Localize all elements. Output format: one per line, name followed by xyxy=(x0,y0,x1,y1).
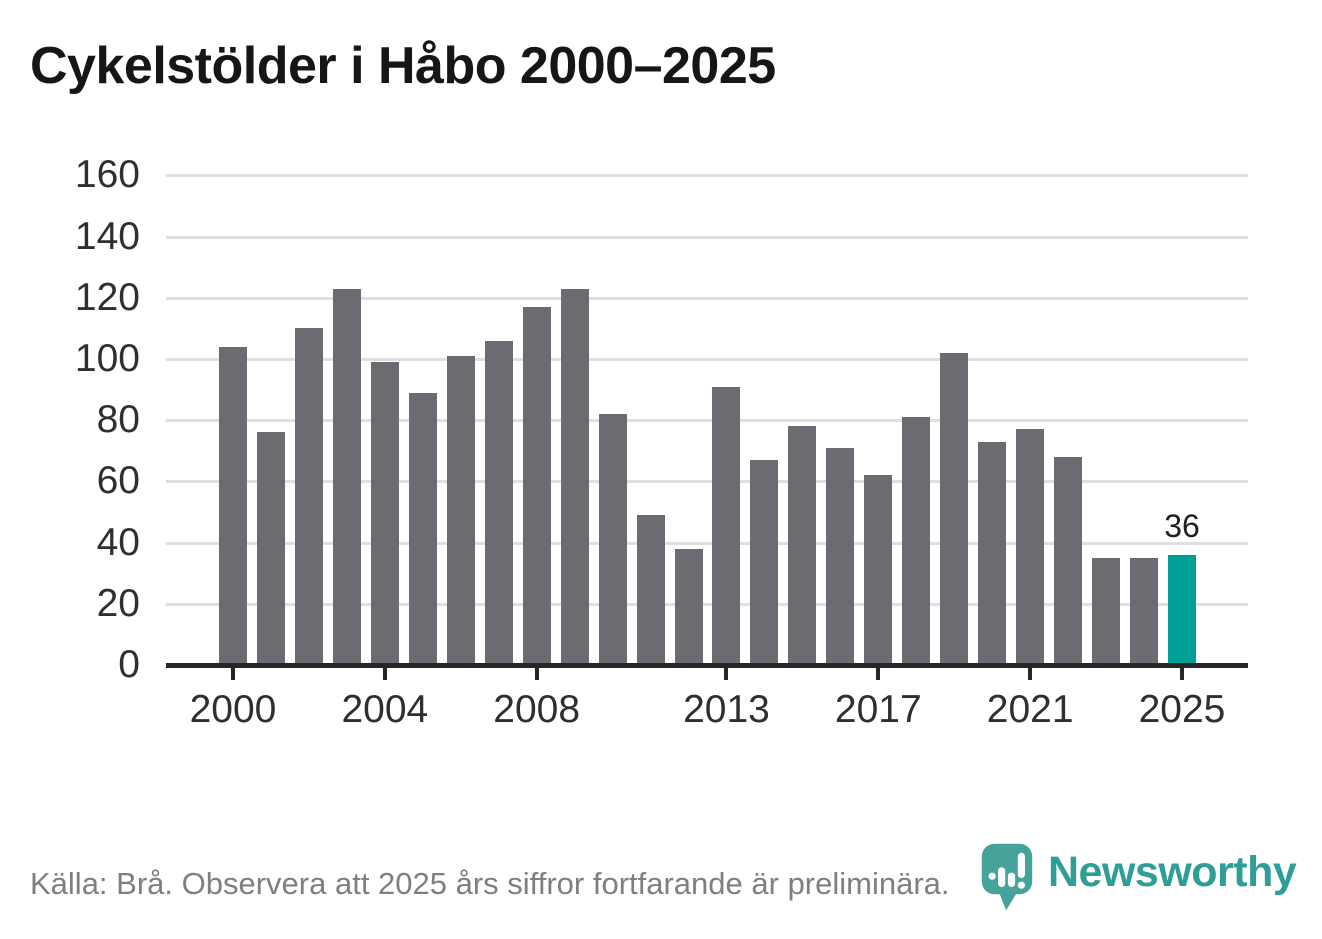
bar-2014 xyxy=(750,459,779,665)
bar-2025 xyxy=(1168,554,1196,665)
x-axis-tick-label: 2013 xyxy=(683,688,770,731)
bar-2015 xyxy=(788,426,817,665)
x-axis-tick-label: 2021 xyxy=(986,688,1074,731)
x-tick-mark-2008 xyxy=(534,668,539,680)
bar-2024 xyxy=(1130,557,1159,665)
x-tick-mark-2025 xyxy=(1180,668,1184,680)
bar-2006 xyxy=(446,355,475,665)
x-tick-mark-2017 xyxy=(876,668,881,680)
bar-2003 xyxy=(332,288,361,665)
bar-2008 xyxy=(522,306,551,665)
source-note: Källa: Brå. Observera att 2025 års siffr… xyxy=(30,866,950,901)
bar-2021 xyxy=(1016,429,1045,665)
x-axis-tick-label: 2017 xyxy=(834,688,922,731)
y-axis-tick-label: 0 xyxy=(118,643,140,686)
bar-2010 xyxy=(598,414,627,665)
y-axis-tick-label: 100 xyxy=(74,337,140,380)
newsworthy-pin-barchart-icon xyxy=(981,843,1033,911)
gridline-160 xyxy=(166,174,1248,178)
y-axis-tick-label: 60 xyxy=(96,459,140,503)
bar-2017 xyxy=(864,475,893,665)
newsworthy-logo: Newsworthy xyxy=(980,842,1297,914)
chart-title: Cykelstölder i Håbo 2000–2025 xyxy=(30,37,776,95)
newsworthy-wordmark: Newsworthy xyxy=(1048,848,1297,896)
gridline-80 xyxy=(166,419,1248,423)
bar-2016 xyxy=(826,447,855,665)
bar-2012 xyxy=(674,548,703,665)
y-axis-tick-label: 120 xyxy=(74,275,140,319)
bar-2009 xyxy=(560,288,589,665)
gridline-100 xyxy=(166,358,1248,361)
gridline-140 xyxy=(166,235,1248,239)
x-axis-tick-label: 2025 xyxy=(1138,688,1226,731)
x-axis-tick-label: 2004 xyxy=(341,688,429,731)
x-tick-mark-2013 xyxy=(724,668,729,680)
y-axis-tick-label: 80 xyxy=(96,398,140,442)
highlight-value-label: 36 xyxy=(1164,507,1200,544)
bar-2011 xyxy=(636,515,665,665)
y-axis-tick-label: 140 xyxy=(74,214,140,258)
y-axis-tick-label: 160 xyxy=(74,153,140,197)
bar-2013 xyxy=(712,386,741,665)
x-axis-tick-label: 2008 xyxy=(493,688,581,731)
gridline-20 xyxy=(166,602,1248,606)
bar-2022 xyxy=(1054,456,1083,665)
bar-2005 xyxy=(408,392,437,665)
bar-2001 xyxy=(256,432,285,665)
y-axis-tick-label: 40 xyxy=(96,520,140,564)
bar-2004 xyxy=(370,362,399,665)
bar-2019 xyxy=(940,352,969,665)
bar-chart-plot-area: 0 20 40 60 80 100 120 140 160 2000 2004 2008 2013 201… xyxy=(74,153,1248,731)
bar-2000 xyxy=(219,346,247,665)
bar-2023 xyxy=(1092,557,1121,665)
bar-2007 xyxy=(484,340,513,665)
gridline-120 xyxy=(166,296,1248,300)
x-tick-mark-2000 xyxy=(231,668,235,680)
bar-2020 xyxy=(978,441,1007,665)
x-tick-mark-2004 xyxy=(382,668,387,680)
x-tick-mark-2021 xyxy=(1028,668,1033,680)
x-axis-tick-label: 2000 xyxy=(189,688,277,731)
bar-2018 xyxy=(902,417,931,665)
y-axis-tick-label: 20 xyxy=(96,581,140,625)
gridline-40 xyxy=(166,541,1248,545)
gridline-60 xyxy=(166,480,1248,484)
bar-2002 xyxy=(294,328,323,665)
x-axis-line xyxy=(166,663,1248,668)
